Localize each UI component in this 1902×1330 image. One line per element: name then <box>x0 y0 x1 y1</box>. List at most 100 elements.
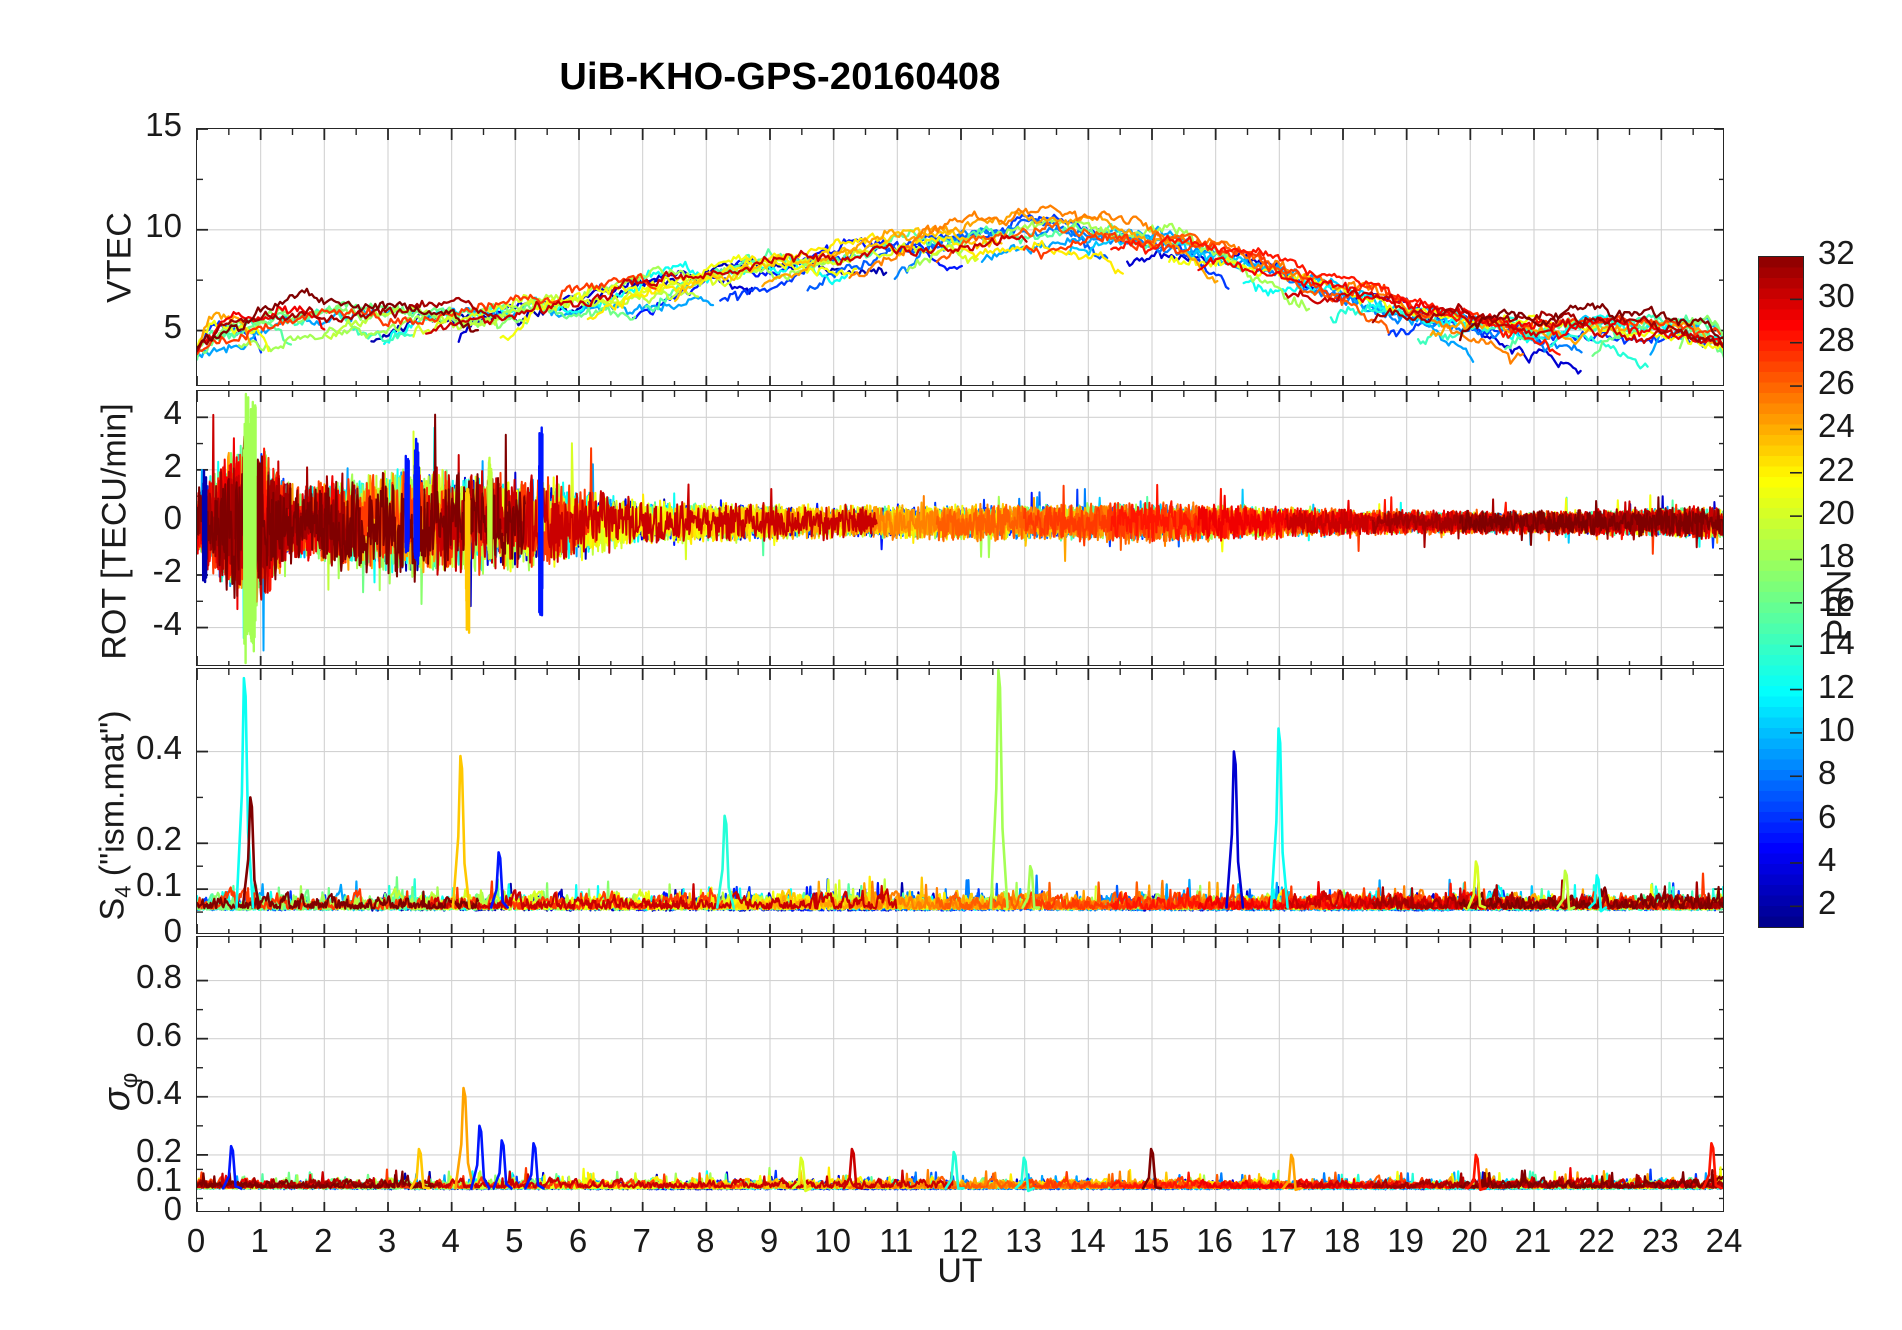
vtec-trace-prn30 <box>1284 289 1723 347</box>
ytick-sig-06: 0.6 <box>136 1015 182 1053</box>
sig-spike-prn5 <box>221 1144 243 1190</box>
ytick-s4-01: 0.1 <box>136 866 182 904</box>
colorbar-tick-8: 8 <box>1818 754 1837 792</box>
s4-spike-prn12 <box>235 676 255 909</box>
ytick-sig-02: 0.2 <box>136 1131 182 1169</box>
panel-s4 <box>196 668 1724 934</box>
sig-series <box>197 1086 1723 1193</box>
colorbar-tick-30: 30 <box>1818 277 1855 315</box>
panel-vtec <box>196 128 1724 386</box>
vtec-trace-prn20 <box>412 242 979 338</box>
ytick-rot-4: -4 <box>152 604 182 642</box>
xtick-21: 21 <box>1514 1222 1552 1259</box>
vtec-trace-prn15 <box>197 320 293 361</box>
xtick-22: 22 <box>1578 1222 1616 1259</box>
ytick-sig-04: 0.4 <box>136 1073 182 1111</box>
vtec-trace-prn32 <box>197 287 480 350</box>
s4-spike-prn20 <box>1467 860 1487 909</box>
ytick-s4-0: 0 <box>163 912 182 949</box>
axis-label-ut: UT <box>937 1252 983 1290</box>
rot-series <box>197 392 1723 665</box>
ytick-sig-08: 0.8 <box>136 957 182 995</box>
sig-spike-prn32 <box>1141 1147 1163 1190</box>
sig-spike-prn13 <box>1014 1156 1035 1193</box>
panel-rot <box>196 390 1724 666</box>
xtick-6: 6 <box>568 1222 588 1259</box>
vtec-trace-prn29 <box>1197 256 1723 347</box>
s4-spike-prn3 <box>1225 750 1245 909</box>
colorbar-tick-24: 24 <box>1818 407 1855 445</box>
ytick-rot-0: 0 <box>163 499 182 537</box>
rot-burst-prn5 <box>413 437 421 566</box>
sig-trace-prn30 <box>425 1169 954 1189</box>
colorbar-tick-16: 16 <box>1818 580 1855 618</box>
xtick-15: 15 <box>1132 1222 1170 1259</box>
ytick-rot-4: 4 <box>163 394 182 432</box>
vtec-trace-prn31 <box>197 296 497 352</box>
rot-burst-prn5 <box>404 454 410 554</box>
s4-spike-prn12 <box>1588 874 1608 913</box>
ytick-s4-02: 0.2 <box>136 820 182 858</box>
sig-spike-prn28 <box>1702 1142 1723 1190</box>
ytick-sig-01: 0.1 <box>136 1160 182 1198</box>
s4-spike-prn19 <box>1556 869 1576 911</box>
vtec-trace-prn31 <box>1371 303 1723 349</box>
xtick-4: 4 <box>441 1222 460 1259</box>
tick-marks <box>197 669 1723 933</box>
vtec-trace-prn19 <box>325 289 700 340</box>
colorbar-tick-2: 2 <box>1818 884 1837 922</box>
ytick-vtec-10: 10 <box>145 206 182 244</box>
xtick-16: 16 <box>1196 1222 1234 1259</box>
rot-burst-prn18 <box>249 400 257 653</box>
vtec-trace-prn27 <box>197 272 657 356</box>
ytick-vtec-15: 15 <box>145 106 182 143</box>
s4-spike-prn18 <box>989 669 1009 909</box>
colorbar-ticks <box>1790 256 1802 908</box>
s4-spike-prn23 <box>451 754 471 909</box>
sig-spike-prn5 <box>492 1139 513 1190</box>
xtick-1: 1 <box>250 1222 269 1259</box>
s4-spike-prn5 <box>489 851 509 909</box>
sig-spike-prn5 <box>524 1142 545 1190</box>
colorbar-tick-18: 18 <box>1818 537 1855 575</box>
rot-burst-prn19 <box>487 456 493 560</box>
ytick-sig-0: 0 <box>163 1190 182 1227</box>
xtick-23: 23 <box>1641 1222 1679 1259</box>
colorbar-tick-14: 14 <box>1818 624 1855 662</box>
tick-marks <box>197 129 1723 385</box>
panel-sigma-phi <box>196 936 1724 1212</box>
xtick-9: 9 <box>759 1222 779 1259</box>
ytick-rot-2: -2 <box>152 552 182 589</box>
xtick-24: 24 <box>1705 1222 1743 1259</box>
ytick-rot-2: 2 <box>163 446 182 484</box>
sig-spike-prn23 <box>409 1147 430 1190</box>
colorbar-tick-32: 32 <box>1818 234 1855 271</box>
xtick-2: 2 <box>314 1222 333 1259</box>
colorbar-tick-4: 4 <box>1818 840 1837 878</box>
s4-spike-prn32 <box>241 796 261 909</box>
sig-spike-prn30 <box>842 1147 863 1190</box>
tick-marks <box>197 937 1723 1211</box>
colorbar-tick-10: 10 <box>1818 710 1855 748</box>
sig-spike-prn24 <box>454 1086 475 1190</box>
sig-spike-prn13 <box>944 1150 965 1190</box>
rot-burst-prn23 <box>464 487 471 634</box>
vtec-trace-prn24 <box>197 311 252 353</box>
tick-marks <box>197 391 1723 665</box>
vtec-trace-prn22 <box>586 232 1124 321</box>
vtec-trace-prn24 <box>761 210 1219 288</box>
colorbar-tick-26: 26 <box>1818 364 1855 402</box>
gridlines <box>197 669 1723 933</box>
colorbar-tick-22: 22 <box>1818 450 1855 488</box>
s4-spike-prn12 <box>1269 727 1289 909</box>
vtec-trace-prn30 <box>425 234 1028 335</box>
xtick-3: 3 <box>377 1222 397 1259</box>
rot-burst-prn2 <box>201 469 208 584</box>
figure-title: UiB-KHO-GPS-20160408 <box>559 56 1001 98</box>
xtick-8: 8 <box>696 1222 715 1259</box>
vtec-series <box>197 204 1723 375</box>
sig-spike-prn5 <box>470 1124 491 1190</box>
ytick-vtec-5: 5 <box>163 307 182 345</box>
sig-trace-prn32 <box>1459 1169 1723 1189</box>
